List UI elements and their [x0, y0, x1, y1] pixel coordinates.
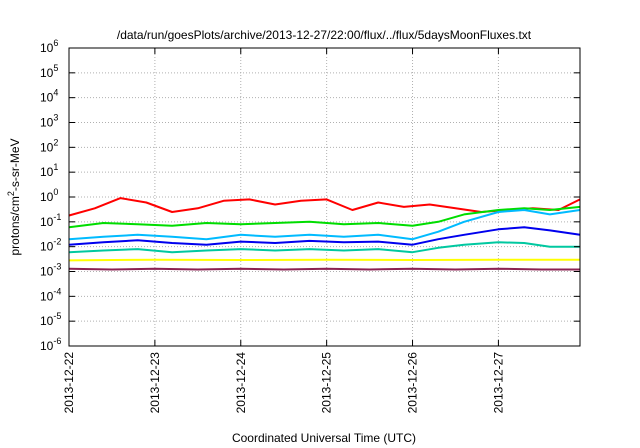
- y-tick-label: 10-3: [40, 262, 61, 279]
- y-tick-exponent: 5: [53, 63, 58, 73]
- y-tick-base: 10: [40, 265, 54, 279]
- y-tick-exponent: -1: [53, 212, 61, 222]
- y-tick-label: 10-1: [40, 212, 61, 229]
- y-axis-label: protons/cm2-s-sr-MeV: [6, 138, 22, 255]
- y-tick-label: 106: [40, 38, 58, 55]
- y-tick-base: 10: [40, 339, 54, 353]
- y-tick-base: 10: [40, 91, 54, 105]
- y-tick-exponent: 4: [53, 88, 58, 98]
- series-line-1: [68, 197, 581, 217]
- y-axis-label-post: -s-sr-MeV: [8, 138, 22, 191]
- series-line-2: [68, 205, 581, 229]
- x-tick-label: 2013-12-27: [491, 352, 505, 414]
- y-tick-exponent: -6: [53, 336, 61, 346]
- y-tick-exponent: -4: [53, 286, 61, 296]
- y-tick-label: 101: [40, 162, 58, 179]
- y-tick-base: 10: [40, 116, 54, 130]
- y-tick-label: 100: [40, 187, 58, 204]
- y-tick-base: 10: [40, 215, 54, 229]
- x-tick-label: 2013-12-24: [234, 352, 248, 414]
- y-tick-base: 10: [40, 190, 54, 204]
- series-line-3: [68, 209, 581, 241]
- y-axis-label-pre: protons/cm: [8, 196, 22, 255]
- chart-title: /data/run/goesPlots/archive/2013-12-27/2…: [117, 28, 532, 42]
- series-line-7: [68, 267, 580, 271]
- y-tick-label: 105: [40, 63, 58, 80]
- y-tick-label: 10-2: [40, 237, 61, 254]
- y-tick-exponent: -2: [53, 237, 61, 247]
- x-tick-label: 2013-12-22: [62, 352, 76, 414]
- y-tick-label: 103: [40, 113, 58, 130]
- y-tick-exponent: 2: [53, 137, 58, 147]
- y-tick-label: 10-5: [40, 311, 61, 328]
- y-tick-exponent: 1: [53, 162, 58, 172]
- x-tick-labels: 2013-12-22 2013-12-23 2013-12-24 2013-12-25…: [62, 352, 505, 414]
- y-tick-base: 10: [40, 289, 54, 303]
- series-line-6: [68, 258, 580, 262]
- ticks: [68, 47, 580, 347]
- series-line-4: [68, 226, 581, 246]
- y-axis-label-sup: 2: [6, 191, 16, 196]
- y-tick-base: 10: [40, 41, 54, 55]
- grid: [69, 47, 580, 347]
- y-tick-exponent: -5: [53, 311, 61, 321]
- y-tick-exponent: 0: [53, 187, 58, 197]
- y-tick-labels: 10610510410310210110010-110-210-310-410-…: [40, 38, 61, 353]
- y-tick-base: 10: [40, 140, 54, 154]
- series-layer: [68, 197, 581, 271]
- y-tick-label: 10-4: [40, 286, 61, 303]
- y-tick-exponent: 6: [53, 38, 58, 48]
- x-tick-label: 2013-12-25: [320, 352, 334, 414]
- y-tick-exponent: 3: [53, 113, 58, 123]
- y-tick-base: 10: [40, 66, 54, 80]
- y-tick-label: 102: [40, 137, 58, 154]
- x-tick-label: 2013-12-23: [148, 352, 162, 414]
- y-tick-exponent: -3: [53, 262, 61, 272]
- y-tick-base: 10: [40, 314, 54, 328]
- y-tick-base: 10: [40, 240, 54, 254]
- series-line-5: [68, 241, 580, 254]
- y-tick-label: 104: [40, 88, 58, 105]
- y-tick-base: 10: [40, 165, 54, 179]
- x-axis-label: Coordinated Universal Time (UTC): [232, 431, 416, 445]
- y-tick-label: 10-6: [40, 336, 61, 353]
- x-tick-label: 2013-12-26: [406, 352, 420, 414]
